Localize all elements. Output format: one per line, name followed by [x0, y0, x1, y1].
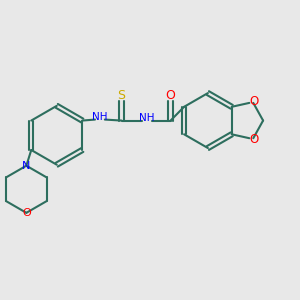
Text: S: S	[118, 88, 125, 101]
Text: NH: NH	[139, 112, 155, 123]
Text: N: N	[22, 161, 31, 171]
Text: O: O	[250, 133, 259, 146]
Text: O: O	[22, 208, 31, 218]
Text: NH: NH	[92, 112, 108, 122]
Text: O: O	[250, 95, 259, 108]
Text: O: O	[166, 88, 176, 101]
